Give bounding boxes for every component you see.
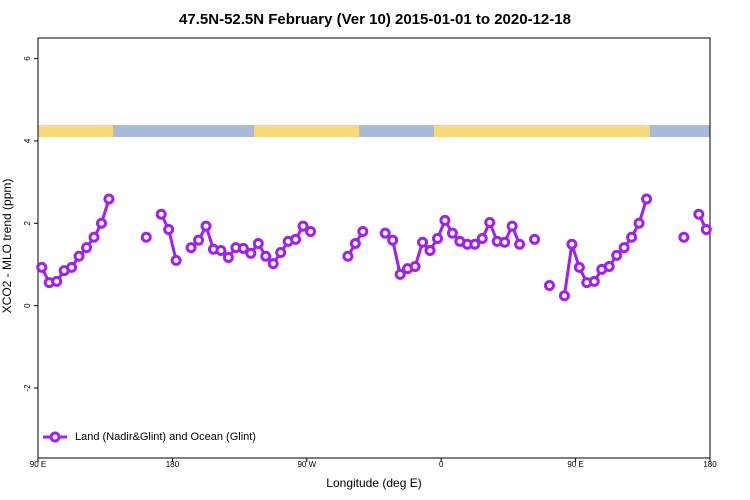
data-line: [562, 198, 648, 296]
data-point: [260, 250, 272, 262]
y-tick-label: -2: [23, 384, 32, 392]
data-point: [245, 247, 257, 259]
data-point: [476, 233, 488, 245]
data-point: [506, 220, 518, 232]
legend: Land (Nadir&Glint) and Ocean (Glint): [43, 431, 256, 443]
legend-label: Land (Nadir&Glint) and Ocean (Glint): [75, 431, 256, 443]
data-point: [185, 242, 197, 254]
y-tick-label: 2: [23, 221, 32, 226]
x-tick-label: 0: [439, 460, 444, 469]
land-ocean-strip: [38, 125, 710, 137]
data-line: [159, 213, 178, 261]
data-point: [693, 208, 705, 220]
data-point: [305, 226, 317, 238]
x-axis-label: Longitude (deg E): [326, 476, 421, 490]
legend-marker: [49, 431, 61, 443]
data-point: [514, 238, 526, 250]
data-point: [700, 223, 712, 235]
data-point: [379, 227, 391, 239]
data-point: [543, 279, 555, 291]
data-point: [603, 261, 615, 273]
data-point: [215, 244, 227, 256]
data-point: [469, 238, 481, 250]
data-point: [484, 216, 496, 228]
data-point: [611, 249, 623, 261]
y-tick-label: 4: [23, 138, 32, 143]
x-tick-label: 90 E: [30, 460, 46, 469]
data-point: [357, 226, 369, 238]
data-point: [290, 233, 302, 245]
data-point: [342, 250, 354, 262]
data-point: [103, 193, 115, 205]
data-point: [529, 233, 541, 245]
data-point: [252, 237, 264, 249]
data-point: [36, 261, 48, 273]
data-point: [573, 261, 585, 273]
chart-title: 47.5N-52.5N February (Ver 10) 2015-01-01…: [179, 11, 571, 28]
data-point: [409, 261, 421, 273]
data-point: [499, 236, 511, 248]
data-point: [267, 258, 279, 270]
y-tick-label: 6: [23, 56, 32, 61]
data-point: [140, 231, 152, 243]
data-point: [237, 242, 249, 254]
data-point: [431, 233, 443, 245]
data-point: [618, 242, 630, 254]
data-point: [51, 275, 63, 287]
data-point: [193, 234, 205, 246]
data-point: [558, 290, 570, 302]
data-point: [66, 261, 78, 273]
data-point: [297, 220, 309, 232]
data-point: [275, 247, 287, 259]
data-point: [588, 275, 600, 287]
data-point: [626, 231, 638, 243]
data-point: [81, 242, 93, 254]
data-point: [73, 250, 85, 262]
data-point: [222, 251, 234, 263]
data-point: [417, 236, 429, 248]
data-point: [163, 223, 175, 235]
y-axis-label: XCO2 - MLO trend (ppm): [0, 179, 14, 314]
data-point: [200, 220, 212, 232]
data-point: [155, 208, 167, 220]
data-point: [170, 254, 182, 266]
x-tick-label: 180: [703, 460, 717, 469]
x-tick-label: 90 E: [567, 460, 583, 469]
data-point: [566, 238, 578, 250]
data-point: [387, 234, 399, 246]
data-point: [633, 217, 645, 229]
data-point: [88, 231, 100, 243]
data-point: [349, 237, 361, 249]
x-tick-label: 90 W: [297, 460, 316, 469]
data-point: [95, 217, 107, 229]
plot-frame: [37, 37, 711, 459]
data-point: [446, 227, 458, 239]
data-point: [439, 214, 451, 226]
data-point: [394, 268, 406, 280]
data-point: [424, 244, 436, 256]
x-tick-label: 180: [166, 460, 180, 469]
data-point: [678, 231, 690, 243]
y-tick-label: 0: [23, 303, 32, 308]
data-point: [641, 193, 653, 205]
